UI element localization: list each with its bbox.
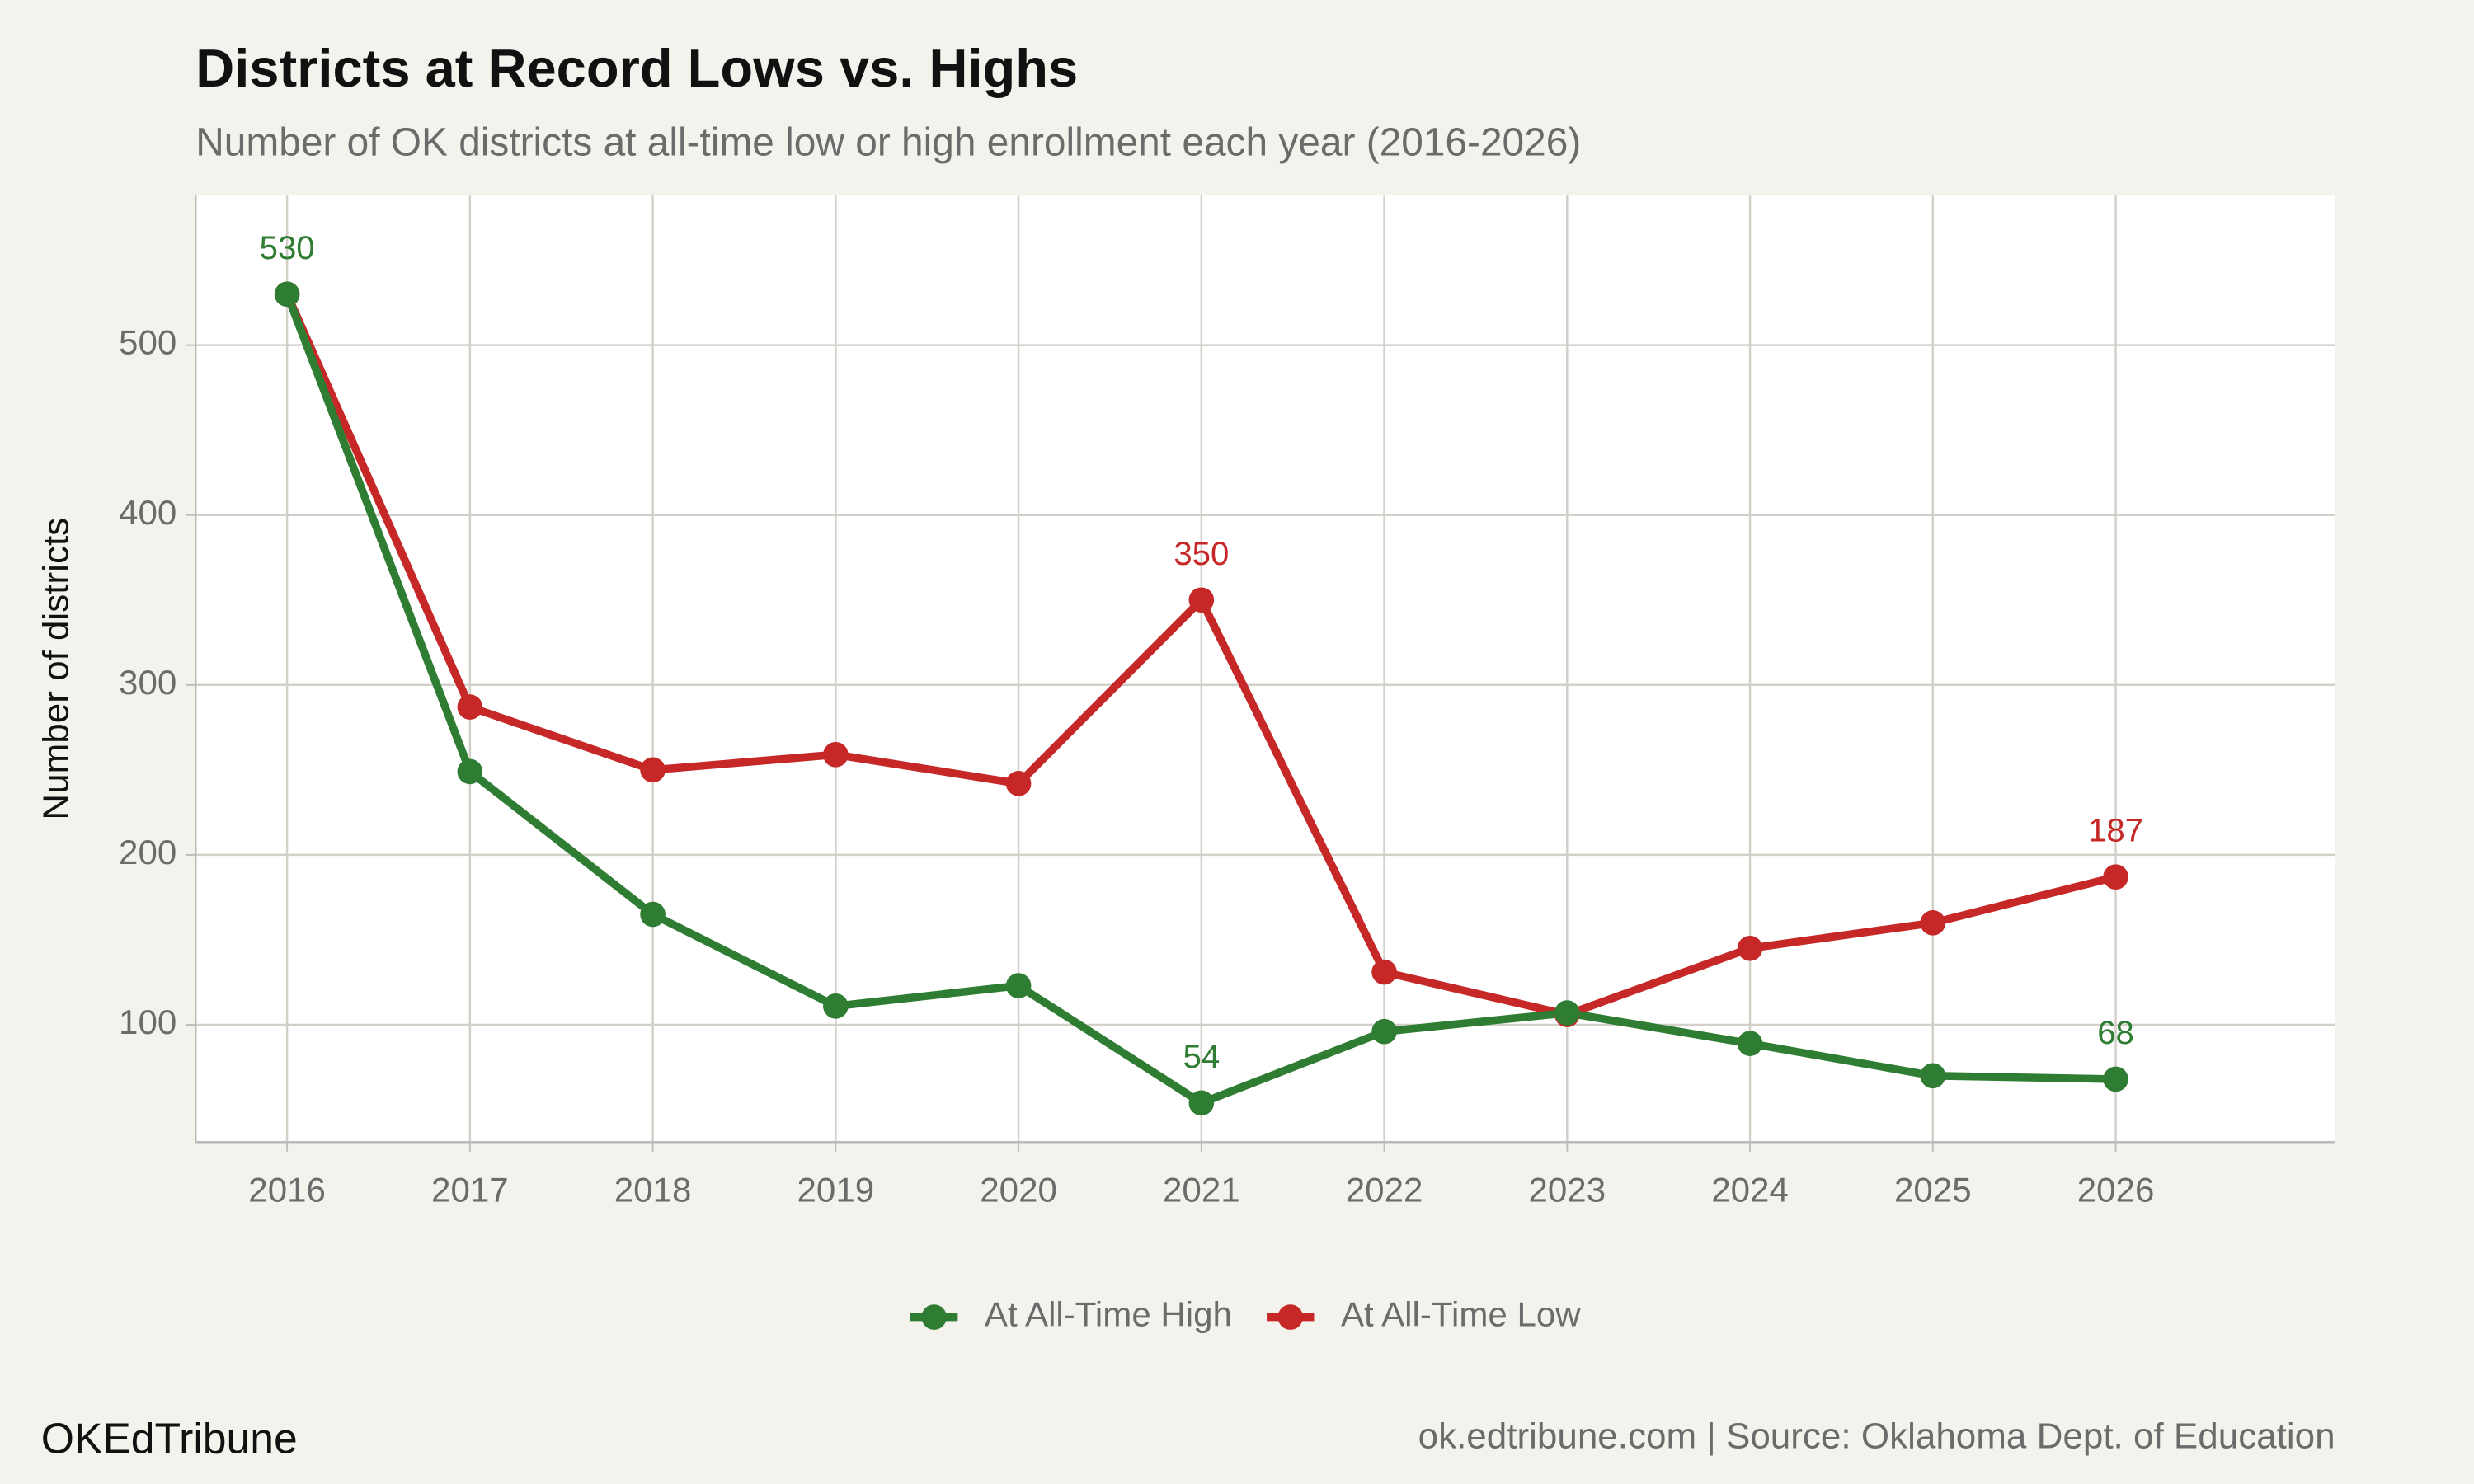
x-tick-label: 2026 bbox=[2077, 1171, 2155, 1209]
x-tick-label: 2020 bbox=[980, 1171, 1057, 1209]
x-tick-label: 2019 bbox=[797, 1171, 875, 1209]
footer-brand: OKEdTribune bbox=[41, 1414, 298, 1462]
legend-dot bbox=[921, 1304, 947, 1330]
x-tick-label: 2021 bbox=[1163, 1171, 1240, 1209]
x-tick-label: 2022 bbox=[1346, 1171, 1423, 1209]
x-tick-label: 2016 bbox=[248, 1171, 326, 1209]
data-label: 350 bbox=[1174, 535, 1229, 572]
legend-label: At All-Time High bbox=[985, 1295, 1232, 1334]
data-point bbox=[823, 993, 849, 1019]
data-point bbox=[1188, 587, 1215, 613]
data-point bbox=[274, 281, 300, 308]
data-point bbox=[640, 757, 666, 783]
data-point bbox=[1737, 1031, 1763, 1056]
data-point bbox=[1737, 935, 1763, 961]
data-point bbox=[1920, 1063, 1946, 1089]
data-point bbox=[2103, 1066, 2128, 1092]
chart-subtitle: Number of OK districts at all-time low o… bbox=[195, 121, 1581, 165]
y-tick-label: 100 bbox=[119, 1003, 176, 1041]
data-point bbox=[640, 901, 666, 928]
data-label: 187 bbox=[2088, 812, 2143, 849]
chart-title: Districts at Record Lows vs. Highs bbox=[195, 38, 1078, 98]
y-axis-label: Number of districts bbox=[35, 518, 76, 820]
footer-source: ok.edtribune.com | Source: Oklahoma Dept… bbox=[1418, 1416, 2335, 1457]
x-tick-label: 2025 bbox=[1894, 1171, 1972, 1209]
data-point bbox=[1188, 1090, 1215, 1116]
data-point bbox=[457, 694, 483, 720]
y-tick-label: 300 bbox=[119, 663, 176, 702]
data-label: 530 bbox=[260, 229, 315, 266]
data-point bbox=[1371, 1018, 1397, 1045]
y-tick-label: 500 bbox=[119, 323, 176, 362]
data-point bbox=[1005, 973, 1032, 998]
x-tick-label: 2017 bbox=[431, 1171, 509, 1209]
data-point bbox=[1005, 771, 1032, 796]
data-label: 68 bbox=[2097, 1014, 2134, 1051]
data-point bbox=[2103, 864, 2128, 890]
x-tick-label: 2024 bbox=[1711, 1171, 1789, 1209]
x-tick-label: 2018 bbox=[614, 1171, 692, 1209]
data-point bbox=[1920, 910, 1946, 936]
data-label: 54 bbox=[1183, 1038, 1220, 1075]
x-tick-label: 2023 bbox=[1529, 1171, 1606, 1209]
plot-panel bbox=[195, 195, 2335, 1143]
y-tick-label: 200 bbox=[119, 833, 176, 871]
data-point bbox=[823, 741, 849, 768]
data-point bbox=[457, 758, 483, 785]
legend-dot bbox=[1277, 1304, 1304, 1330]
y-tick-label: 400 bbox=[119, 493, 176, 532]
data-point bbox=[1371, 959, 1397, 985]
data-point bbox=[1554, 1000, 1580, 1026]
legend-label: At All-Time Low bbox=[1341, 1295, 1581, 1334]
